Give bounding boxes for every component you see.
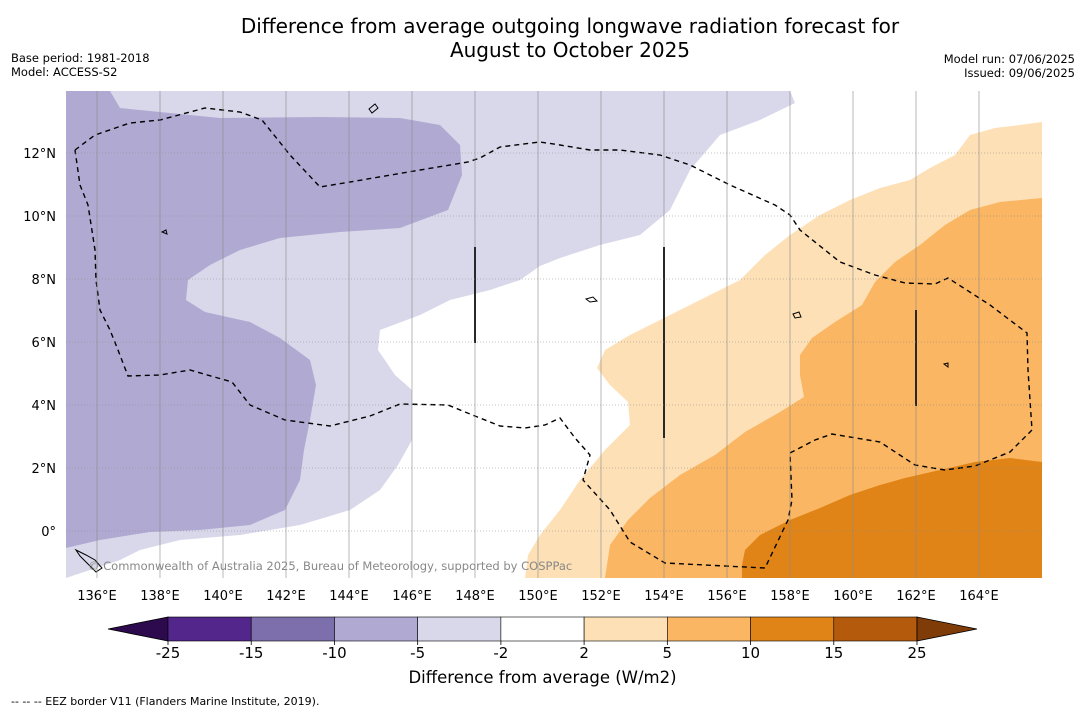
colorbar-bin	[417, 616, 502, 642]
island-3	[584, 296, 599, 303]
issued-date: Issued: 09/06/2025	[964, 66, 1075, 80]
lat-tick-label: 6°N	[32, 336, 57, 351]
colorbar-bin	[334, 616, 418, 642]
gridlines	[66, 91, 1042, 578]
lat-tick-label: 10°N	[23, 210, 56, 225]
colorbar-tick-label: -25	[156, 644, 181, 662]
lon-tick-label: 142°E	[266, 589, 306, 604]
colorbar-tick-label: 25	[907, 644, 926, 662]
colorbar-tick-label: -2	[493, 644, 508, 662]
colorbar-bin	[583, 616, 668, 642]
colorbar-bin	[167, 616, 252, 642]
eez-borders	[74, 107, 1033, 569]
title-line-2: August to October 2025	[449, 38, 691, 62]
title-line-1: Difference from average outgoing longwav…	[240, 14, 900, 38]
lon-tick-label: 154°E	[644, 589, 684, 604]
colorbar-label: Difference from average (W/m2)	[408, 668, 677, 687]
region-minus10	[66, 91, 462, 548]
colorbar-bin	[750, 616, 835, 642]
model-name: Model: ACCESS-S2	[11, 65, 118, 79]
model-run: Model run: 07/06/2025	[943, 52, 1075, 66]
island-5	[74, 548, 103, 573]
eez-footnote: -- -- -- EEZ border V11 (Flanders Marine…	[11, 695, 320, 708]
lon-tick-label: 162°E	[896, 589, 936, 604]
lon-tick-label: 138°E	[140, 589, 180, 604]
lon-tick-label: 144°E	[329, 589, 369, 604]
lon-tick-label: 140°E	[203, 589, 243, 604]
base-period: Base period: 1981-2018	[11, 51, 150, 65]
colorbar-tick-label: 15	[824, 644, 843, 662]
lon-tick-label: 160°E	[833, 589, 873, 604]
lat-tick-label: 0°	[41, 525, 56, 540]
lon-tick-label: 152°E	[581, 589, 621, 604]
lon-tick-label: 136°E	[77, 589, 117, 604]
lat-tick-label: 8°N	[32, 273, 57, 288]
colorbar-tick-label: -5	[410, 644, 425, 662]
lat-tick-label: 4°N	[32, 399, 57, 414]
colorbar-bin	[833, 616, 918, 642]
lat-tick-label: 12°N	[23, 147, 56, 162]
colorbar-tick-label: 5	[663, 644, 673, 662]
lon-tick-label: 164°E	[959, 589, 999, 604]
lon-tick-label: 146°E	[392, 589, 432, 604]
island-1	[368, 103, 379, 114]
copyright-notice: © Commonwealth of Australia 2025, Bureau…	[88, 559, 572, 573]
island-4	[942, 362, 949, 368]
map-title: Difference from average outgoing longwav…	[0, 14, 1085, 62]
colorbar-tick-label: 10	[741, 644, 760, 662]
meta-left: Base period: 1981-2018 Model: ACCESS-S2	[11, 51, 150, 79]
island-6	[160, 229, 168, 235]
colorbar-tick-label: -15	[239, 644, 264, 662]
longitude-labels: 136°E 138°E 140°E 142°E 144°E 146°E 148°E 150°E…	[77, 589, 999, 604]
colorbar-tick-label: 2	[579, 644, 589, 662]
colorbar-bin	[667, 616, 751, 642]
lon-tick-label: 148°E	[455, 589, 495, 604]
lat-tick-label: 2°N	[32, 462, 57, 477]
colorbar-bin	[250, 616, 335, 642]
latitude-labels: 12°N 10°N 8°N 6°N 4°N 2°N 0°	[23, 147, 56, 540]
lon-tick-label: 156°E	[707, 589, 747, 604]
colorbar-extend-low	[107, 616, 169, 642]
island-2	[792, 311, 802, 319]
colorbar: -25 -15 -10 -5 -2 2 5 10 15 25	[107, 616, 978, 662]
lon-tick-label: 150°E	[518, 589, 558, 604]
colorbar-extend-high	[916, 616, 978, 642]
eez-border-west	[74, 107, 1033, 569]
colorbar-tick-label: -10	[322, 644, 347, 662]
lon-tick-label: 158°E	[770, 589, 810, 604]
map-panel: © Commonwealth of Australia 2025, Bureau…	[66, 91, 1042, 578]
meta-right: Model run: 07/06/2025 Issued: 09/06/2025	[944, 52, 1075, 80]
colorbar-bin	[500, 616, 585, 642]
islands	[74, 103, 949, 573]
region-plus10	[742, 458, 1042, 578]
